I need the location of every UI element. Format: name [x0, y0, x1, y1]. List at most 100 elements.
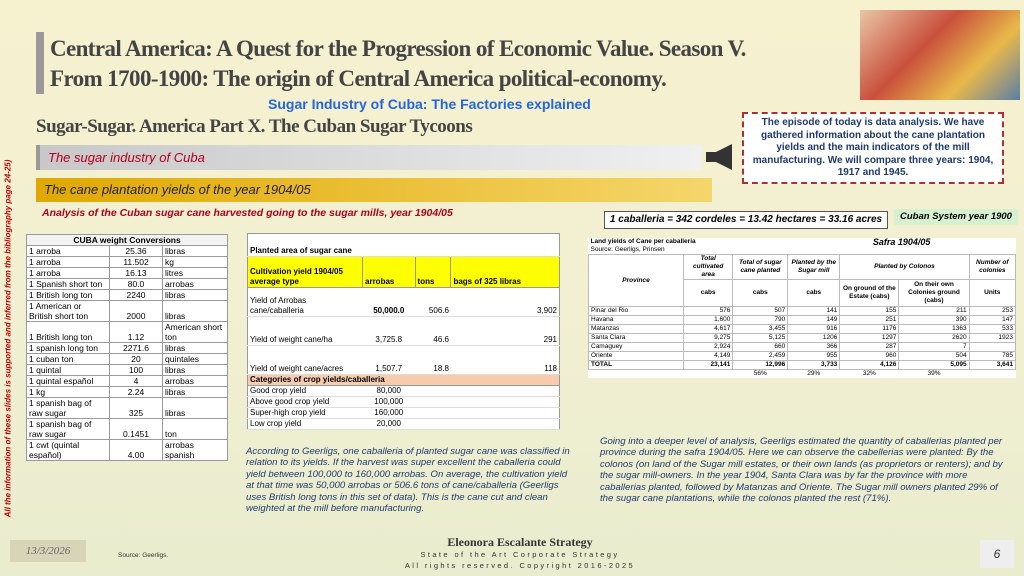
table-cell: 960: [839, 351, 900, 361]
table-cell: 1 arroba: [26, 256, 110, 268]
table-title: CUBA weight Conversions: [26, 234, 228, 246]
table-cell: 291: [450, 316, 560, 346]
table-cell: 1 quintal español: [26, 375, 110, 387]
table-cell: 1,507.7: [362, 345, 416, 375]
table-cell: 2000: [109, 300, 163, 322]
table-cell: 325: [109, 397, 163, 419]
table-cell: 7: [898, 342, 970, 352]
table-cell: 23,141: [682, 360, 734, 370]
table-header: Province: [588, 254, 684, 307]
table-cell: 251: [839, 315, 900, 325]
header-image: [860, 10, 1020, 100]
table-cell: 1363: [898, 324, 970, 334]
table-cell: 1923: [968, 333, 1017, 343]
company: Eleonora Escalante Strategy: [447, 535, 593, 549]
table-source: Source: Geerligs, Prinsen: [590, 246, 665, 253]
table-cell: 2.24: [109, 386, 163, 398]
table-row: 1 arroba 16.13 litres: [26, 267, 228, 279]
table-row: CUBA weight Conversions: [26, 234, 228, 246]
table-row: 1 arroba 25.36 libras: [26, 245, 228, 257]
title-line: From 1700-1900: The origin of Central Am…: [50, 66, 667, 91]
tagline: State of the Art Corporate Strategy: [420, 550, 620, 559]
table-cell: [415, 385, 560, 397]
table-cell: libras: [162, 342, 228, 354]
table-cell: 39%: [927, 370, 941, 377]
table-cell: 1 spanish bag of raw sugar: [26, 397, 110, 419]
table-row: 1 quintal 100 libras: [26, 364, 228, 376]
table-cell: 1 spanish long ton: [26, 342, 110, 354]
table-cell: [684, 370, 733, 379]
table-cell: 1 cwt (quintal español): [26, 439, 110, 461]
table-cell: 16.13: [109, 267, 163, 279]
table-cell: 1206: [787, 333, 841, 343]
table-cell: 2,459: [732, 351, 789, 361]
table-cell: Super-high crop yield: [247, 407, 363, 419]
table-cell: Camaguey: [588, 342, 684, 352]
table-row: Cultivation yield 1904/05 average type ar…: [247, 256, 560, 288]
table-row: Santa Clara 9,275 5,125 1206 1297 2620 1923: [588, 333, 1017, 343]
table-row: 1 British long ton 2240 libras: [26, 289, 228, 301]
table-cell: 253: [968, 306, 1017, 316]
table-cell: 916: [787, 324, 841, 334]
table-cell: ton: [162, 418, 228, 440]
table-cell: 1 kg: [26, 386, 110, 398]
table-row: Above good crop yield 100,000: [247, 396, 560, 408]
table-row: 1 kg 2.24 libras: [26, 386, 228, 398]
table-row: Super-high crop yield 160,000: [247, 407, 560, 419]
table-cell: TOTAL: [588, 360, 684, 370]
table-cell: [968, 342, 1017, 352]
table-header: Planted by Colonos: [839, 254, 970, 280]
table-cell: arrobas: [162, 375, 228, 387]
table-cell: 12,996: [732, 360, 789, 370]
table-cell: 149: [787, 315, 841, 325]
source: Source: Geerligs.: [118, 552, 169, 559]
table-cell: 80.0: [109, 278, 163, 290]
table-cell: 1 British long ton: [26, 321, 110, 343]
table-cell: 2271.6: [109, 342, 163, 354]
table-row: 1 arroba 11.502 kg: [26, 256, 228, 268]
table-row: 1 spanish bag of raw sugar 325 libras: [26, 397, 228, 419]
table-cell: 80,000: [362, 385, 416, 397]
table-cell: arrobas spanish: [162, 439, 228, 461]
table-row: TOTAL 23,141 12,996 3,733 4,126 5,095 3,641: [588, 360, 1017, 370]
table-cell: 2620: [898, 333, 970, 343]
table-header: bags of 325 libras: [450, 256, 560, 288]
table-cell: litres: [162, 267, 228, 279]
table-row: 1 spanish bag of raw sugar 0.1451 ton: [26, 418, 228, 440]
table-cell: 1297: [839, 333, 900, 343]
table-cell: [415, 407, 560, 419]
paragraph: According to Geerligs, one caballeria of…: [246, 446, 570, 515]
table-header: tons: [414, 256, 452, 288]
callout: The episode of today is data analysis. W…: [742, 112, 1004, 184]
page-number: 6: [980, 540, 1014, 568]
table-cell: 5,095: [898, 360, 970, 370]
table-cell: Yield of weight cane/ha: [247, 316, 363, 346]
table-cell: Havana: [588, 315, 684, 325]
table-cell: 18.8: [415, 345, 451, 375]
table-cell: 11.502: [109, 256, 163, 268]
table-cell: arrobas: [162, 278, 228, 290]
table-cell: Low crop yield: [247, 418, 363, 430]
table-cell: 155: [839, 306, 900, 316]
table-cell: 147: [968, 315, 1017, 325]
table-row: Camaguey 2,924 660 366 287 7: [588, 342, 1017, 352]
table-row: 1 British long ton 1.12 American short ton: [26, 321, 228, 343]
table-cell: 56%: [753, 370, 767, 377]
table-cell: 2,924: [682, 342, 734, 352]
table-cell: 4: [109, 375, 163, 387]
table-cell: libras: [162, 300, 228, 322]
table-cell: Above good crop yield: [247, 396, 363, 408]
table-cell: 790: [732, 315, 789, 325]
planted-table: Planted area of sugar cane Cultivation yi…: [247, 233, 560, 430]
table-cell: 1176: [839, 324, 900, 334]
table-header: On ground of the Estate (cabs): [839, 279, 900, 307]
table-cell: 3,455: [732, 324, 789, 334]
table-row: Havana 1,600 790 149 251 390 147: [588, 315, 1017, 325]
table-header: arrobas: [362, 256, 416, 288]
table-cell: Good crop yield: [247, 385, 363, 397]
table-cell: 390: [898, 315, 970, 325]
table-cell: 660: [732, 342, 789, 352]
table-cell: Pinar del Rio: [588, 306, 684, 316]
table-cell: 2240: [109, 289, 163, 301]
